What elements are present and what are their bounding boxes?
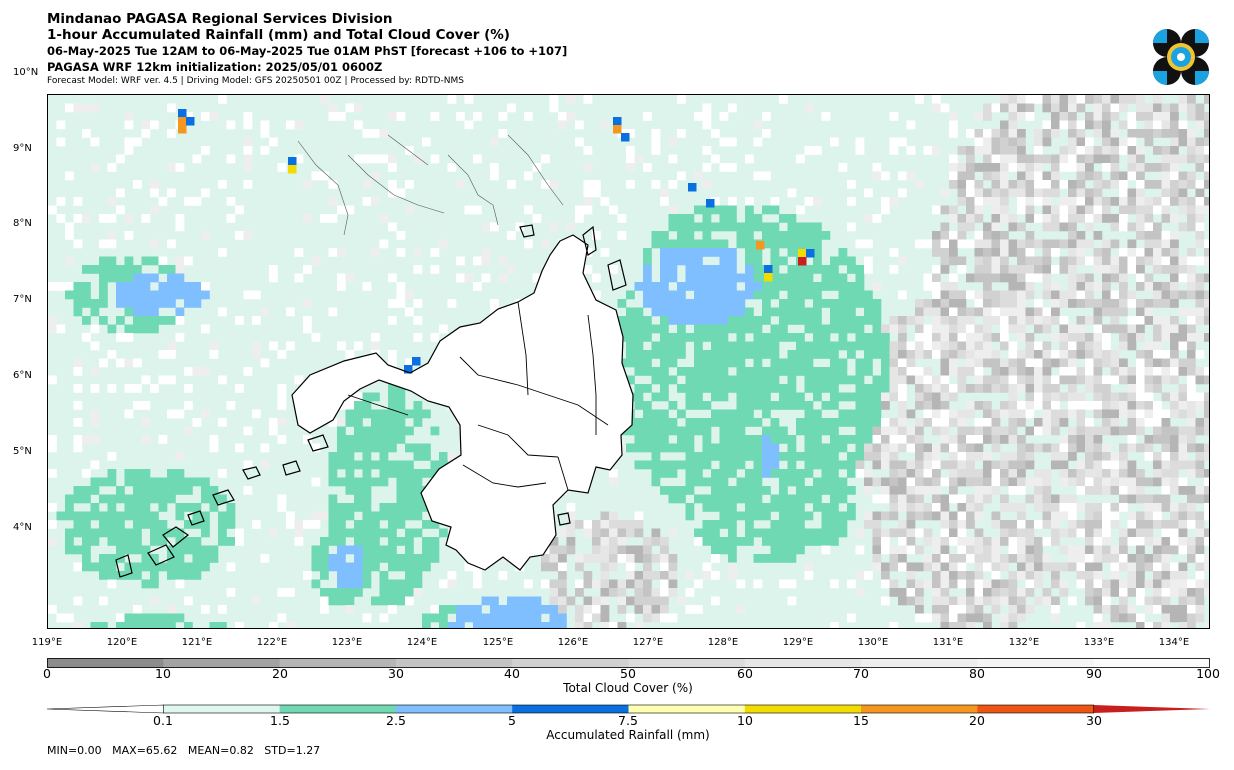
colorbar-tick: 40 bbox=[504, 666, 520, 681]
rainfall-hotspot bbox=[613, 117, 622, 126]
cloud-colorbar-segment bbox=[977, 658, 1095, 668]
rainfall-hotspot bbox=[806, 249, 815, 258]
rain-colorbar-segment bbox=[744, 705, 862, 713]
rainfall-hotspot bbox=[412, 357, 421, 366]
rain-colorbar-segment bbox=[163, 705, 281, 713]
colorbar-tick: 0 bbox=[43, 666, 51, 681]
rainfall-hotspot bbox=[688, 183, 697, 192]
lon-label: 134°E bbox=[1158, 637, 1190, 648]
lon-label: 129°E bbox=[782, 637, 814, 648]
map-subtitle: 1-hour Accumulated Rainfall (mm) and Tot… bbox=[47, 27, 510, 43]
lon-label: 131°E bbox=[932, 637, 964, 648]
colorbar-tick: 7.5 bbox=[618, 713, 638, 728]
colorbar-tick: 1.5 bbox=[270, 713, 290, 728]
valid-time: 06-May-2025 Tue 12AM to 06-May-2025 Tue … bbox=[47, 44, 568, 58]
colorbar-tick: 20 bbox=[272, 666, 288, 681]
rainfall-statistics: MIN=0.00 MAX=65.62 MEAN=0.82 STD=1.27 bbox=[47, 744, 321, 757]
rainfall-hotspot bbox=[613, 125, 622, 134]
pagasa-logo-icon bbox=[1153, 29, 1209, 85]
lon-label: 120°E bbox=[106, 637, 138, 648]
mindanao-landmass bbox=[292, 235, 633, 570]
rain-colorbar-extend-low bbox=[47, 704, 164, 714]
colorbar-tick: 10 bbox=[155, 666, 171, 681]
colorbar-tick: 100 bbox=[1196, 666, 1220, 681]
rainfall-hotspot bbox=[178, 125, 187, 134]
lat-label: 6°N bbox=[13, 370, 32, 381]
rainfall-hotspot bbox=[706, 199, 715, 208]
colorbar-tick: 50 bbox=[620, 666, 636, 681]
map-canvas bbox=[48, 95, 1209, 628]
rain-colorbar-segment bbox=[512, 705, 629, 713]
lat-label: 5°N bbox=[13, 446, 32, 457]
cloud-colorbar-segment bbox=[512, 658, 629, 668]
cloud-colorbar-label: Total Cloud Cover (%) bbox=[563, 681, 693, 695]
rain-colorbar-segment bbox=[395, 705, 513, 713]
cloud-colorbar-segment bbox=[395, 658, 513, 668]
lon-label: 133°E bbox=[1083, 637, 1115, 648]
map-title: Mindanao PAGASA Regional Services Divisi… bbox=[47, 11, 393, 27]
lon-label: 121°E bbox=[181, 637, 213, 648]
rainfall-hotspot bbox=[756, 241, 765, 250]
rainfall-hotspot bbox=[178, 117, 187, 126]
model-credits: Forecast Model: WRF ver. 4.5 | Driving M… bbox=[47, 76, 464, 86]
lon-label: 130°E bbox=[857, 637, 889, 648]
rainfall-hotspot bbox=[178, 109, 187, 118]
lon-label: 125°E bbox=[482, 637, 514, 648]
rainfall-colorbar-label: Accumulated Rainfall (mm) bbox=[546, 728, 710, 742]
rainfall-hotspot bbox=[764, 265, 773, 274]
coastlines bbox=[115, 134, 634, 578]
cloud-colorbar-segment bbox=[1093, 658, 1210, 668]
rainfall-colorbar bbox=[47, 704, 1210, 714]
forecast-map bbox=[47, 94, 1210, 629]
lat-label: 8°N bbox=[13, 218, 32, 229]
cloud-colorbar-segment bbox=[744, 658, 862, 668]
lon-label: 132°E bbox=[1008, 637, 1040, 648]
rain-colorbar-segment bbox=[977, 705, 1095, 713]
colorbar-tick: 2.5 bbox=[386, 713, 406, 728]
rain-colorbar-segment bbox=[861, 705, 978, 713]
rain-colorbar-extend-high bbox=[1093, 705, 1210, 713]
colorbar-tick: 80 bbox=[969, 666, 985, 681]
colorbar-tick: 20 bbox=[969, 713, 985, 728]
rain-colorbar-segment bbox=[628, 705, 746, 713]
colorbar-tick: 30 bbox=[1086, 713, 1102, 728]
colorbar-tick: 5 bbox=[508, 713, 516, 728]
colorbar-tick: 70 bbox=[853, 666, 869, 681]
colorbar-tick: 90 bbox=[1086, 666, 1102, 681]
lon-label: 126°E bbox=[557, 637, 589, 648]
lat-label: 10°N bbox=[13, 67, 39, 78]
cloud-colorbar-segment bbox=[163, 658, 281, 668]
lon-label: 128°E bbox=[707, 637, 739, 648]
rainfall-hotspot bbox=[798, 249, 807, 258]
rainfall-hotspot bbox=[288, 157, 297, 166]
cloud-colorbar-segment bbox=[628, 658, 746, 668]
lon-label: 123°E bbox=[331, 637, 363, 648]
mindanao-coastline bbox=[291, 234, 634, 571]
rainfall-hotspot bbox=[621, 133, 630, 142]
lon-label: 127°E bbox=[632, 637, 664, 648]
lat-label: 7°N bbox=[13, 294, 32, 305]
rainfall-hotspot bbox=[288, 165, 297, 174]
lon-label: 124°E bbox=[406, 637, 438, 648]
rainfall-hotspot bbox=[186, 117, 195, 126]
colorbar-tick: 60 bbox=[737, 666, 753, 681]
colorbar-tick: 30 bbox=[388, 666, 404, 681]
colorbar-tick: 10 bbox=[737, 713, 753, 728]
model-initialization: PAGASA WRF 12km initialization: 2025/05/… bbox=[47, 60, 383, 74]
colorbar-tick: 0.1 bbox=[153, 713, 173, 728]
colorbar-tick: 15 bbox=[853, 713, 869, 728]
rainfall-hotspot bbox=[404, 365, 413, 374]
cloud-cover-colorbar bbox=[47, 658, 1210, 668]
rainfall-hotspot bbox=[798, 257, 807, 266]
rain-colorbar-segment bbox=[279, 705, 397, 713]
lon-label: 122°E bbox=[256, 637, 288, 648]
lon-label: 119°E bbox=[31, 637, 63, 648]
cloud-colorbar-segment bbox=[47, 658, 164, 668]
cloud-colorbar-segment bbox=[861, 658, 978, 668]
cloud-colorbar-segment bbox=[279, 658, 397, 668]
lat-label: 4°N bbox=[13, 522, 32, 533]
lat-label: 9°N bbox=[13, 143, 32, 154]
rainfall-hotspot bbox=[764, 273, 773, 282]
